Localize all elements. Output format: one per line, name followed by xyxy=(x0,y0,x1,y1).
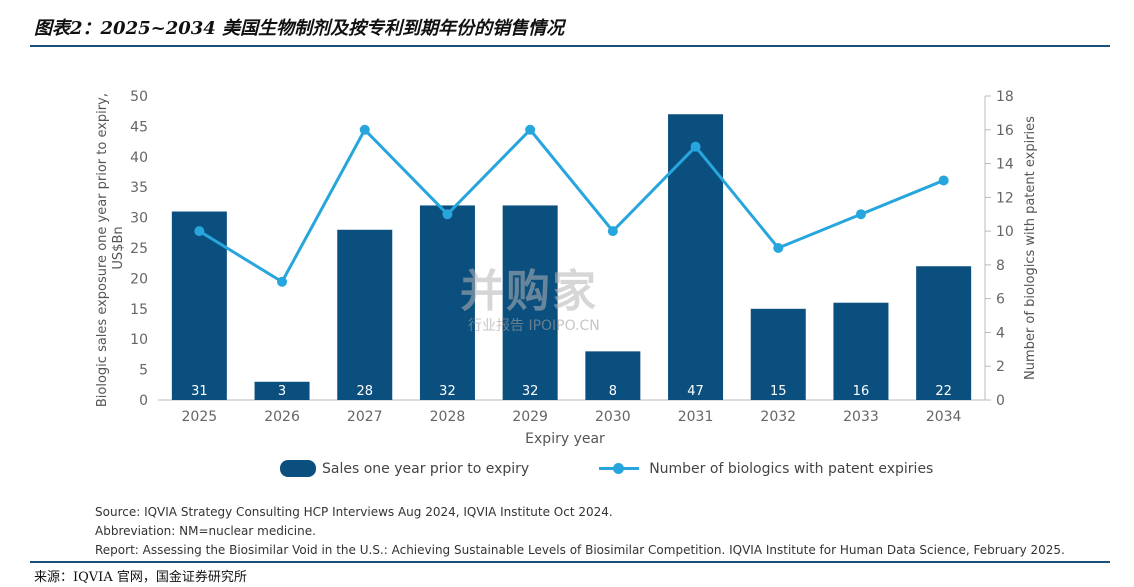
bar xyxy=(833,302,889,400)
bar-data-label: 28 xyxy=(356,384,373,399)
x-tick-label: 2031 xyxy=(678,409,714,425)
y-left-tick-label: 25 xyxy=(130,241,148,257)
y-right-axis-label: Number of biologics with patent expiries xyxy=(1023,116,1038,380)
line-point xyxy=(690,141,701,152)
x-tick-label: 2034 xyxy=(926,409,962,425)
bar xyxy=(337,229,393,400)
chart-legend: Sales one year prior to expiry Number of… xyxy=(280,460,933,477)
y-left-tick-label: 15 xyxy=(130,302,148,318)
line-point xyxy=(773,243,784,253)
bottom-rule xyxy=(30,561,1110,563)
x-tick-label: 2032 xyxy=(760,409,796,425)
y-left-tick-label: 0 xyxy=(139,393,148,409)
bar-data-label: 47 xyxy=(687,384,704,399)
note-abbreviation: Abbreviation: NM=nuclear medicine. xyxy=(95,524,316,538)
bar-data-label: 16 xyxy=(853,384,870,399)
bar xyxy=(750,308,806,400)
bar xyxy=(419,205,475,400)
top-rule xyxy=(30,45,1110,47)
bar-data-label: 22 xyxy=(935,384,952,399)
x-tick-label: 2028 xyxy=(430,409,466,425)
y-right-tick-label: 0 xyxy=(996,393,1005,409)
y-right-tick-label: 14 xyxy=(996,157,1014,173)
legend-line-label: Number of biologics with patent expiries xyxy=(649,460,934,477)
line-point xyxy=(938,175,949,186)
x-tick-label: 2026 xyxy=(264,409,300,425)
legend-bar-swatch xyxy=(280,460,316,477)
y-left-tick-label: 50 xyxy=(130,89,148,105)
bar xyxy=(668,114,724,401)
line-point xyxy=(359,124,370,135)
y-left-tick-label: 35 xyxy=(130,180,148,196)
footer-source: 来源：IQVIA 官网，国金证券研究所 xyxy=(34,570,247,585)
note-report: Report: Assessing the Biosimilar Void in… xyxy=(95,543,1065,557)
y-left-tick-label: 40 xyxy=(130,150,148,166)
x-tick-label: 2030 xyxy=(595,409,631,425)
bar-data-label: 15 xyxy=(770,384,787,399)
x-tick-label: 2027 xyxy=(347,409,383,425)
chart-notes: Source: IQVIA Strategy Consulting HCP In… xyxy=(95,503,1065,560)
bar-data-label: 32 xyxy=(522,384,539,399)
y-left-tick-label: 5 xyxy=(139,363,148,379)
bar-data-label: 31 xyxy=(191,384,208,399)
line-point xyxy=(607,226,618,237)
y-right-tick-label: 16 xyxy=(996,123,1014,139)
y-left-tick-label: 45 xyxy=(130,119,148,135)
y-left-axis-label-line2: US$Bn xyxy=(111,226,126,269)
watermark-text: 行业报告 IPOIPO.CN xyxy=(468,318,600,334)
chart: 31 3 28 32 32 8 47 15 16 22 05101520253035404550 … xyxy=(95,89,1038,447)
x-tick-label: 2033 xyxy=(843,409,879,425)
legend-line-swatch xyxy=(599,463,640,474)
watermark-logo: 并购家 xyxy=(460,266,598,317)
bar xyxy=(171,211,227,400)
y-right-tick-label: 6 xyxy=(996,292,1005,308)
bar xyxy=(502,205,558,400)
y-right-tick-label: 10 xyxy=(996,224,1014,240)
chart-title: 图表2：2025~2034 美国生物制剂及按专利到期年份的销售情况 xyxy=(34,18,565,39)
note-source: Source: IQVIA Strategy Consulting HCP In… xyxy=(95,505,613,519)
line-point xyxy=(855,209,866,220)
y-right-tick-label: 12 xyxy=(996,190,1014,206)
bar-data-label: 8 xyxy=(609,384,617,399)
y-right-tick-label: 2 xyxy=(996,359,1005,375)
y-left-axis-label: Biologic sales exposure one year prior t… xyxy=(95,89,126,407)
line-point xyxy=(277,276,288,287)
y-right-tick-label: 8 xyxy=(996,258,1005,274)
line-point xyxy=(442,209,453,220)
y-left-axis-label-line1: Biologic sales exposure one year prior t… xyxy=(95,93,110,407)
x-tick-label: 2029 xyxy=(512,409,548,425)
y-left-tick-label: 30 xyxy=(130,211,148,227)
line-point xyxy=(525,124,536,135)
series-line xyxy=(198,127,945,284)
legend-bar-label: Sales one year prior to expiry xyxy=(322,460,530,477)
bar-data-label: 32 xyxy=(439,384,456,399)
y-right-tick-label: 4 xyxy=(996,325,1005,341)
x-tick-label: 2025 xyxy=(182,409,218,425)
y-right-tick-label: 18 xyxy=(996,89,1014,105)
y-left-tick-label: 10 xyxy=(130,332,148,348)
bar-data-label: 3 xyxy=(278,384,286,399)
y-left-tick-label: 20 xyxy=(130,271,148,287)
bar xyxy=(585,351,641,400)
x-axis-label: Expiry year xyxy=(525,431,605,447)
line-point xyxy=(194,226,205,237)
bar xyxy=(916,266,972,400)
bar xyxy=(254,381,310,400)
